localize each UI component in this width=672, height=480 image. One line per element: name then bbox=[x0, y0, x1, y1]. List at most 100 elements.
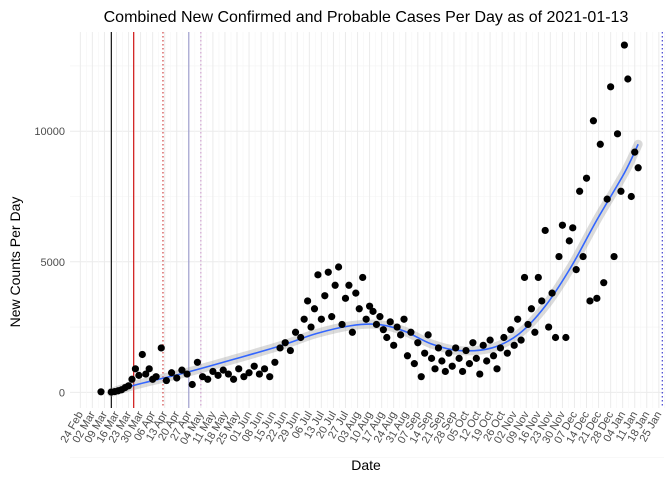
data-point bbox=[441, 367, 449, 376]
data-point bbox=[486, 336, 494, 344]
data-point bbox=[310, 305, 319, 313]
data-point bbox=[209, 367, 217, 376]
data-point bbox=[407, 328, 415, 336]
data-point bbox=[483, 357, 491, 365]
data-point bbox=[600, 279, 608, 287]
data-point bbox=[324, 268, 332, 276]
data-point bbox=[613, 130, 622, 138]
data-point bbox=[452, 344, 460, 352]
data-point bbox=[376, 313, 384, 321]
data-point bbox=[634, 164, 642, 172]
y-tick-label: 10000 bbox=[34, 126, 65, 138]
data-point bbox=[167, 369, 176, 377]
data-point bbox=[434, 344, 443, 352]
data-point bbox=[462, 346, 470, 355]
y-axis-title: New Counts Per Day bbox=[7, 197, 23, 328]
data-point bbox=[507, 326, 515, 334]
data-point bbox=[624, 75, 632, 83]
data-point bbox=[534, 273, 542, 282]
data-point bbox=[572, 266, 580, 274]
data-point bbox=[291, 328, 300, 336]
data-point bbox=[582, 174, 591, 182]
data-point bbox=[503, 349, 511, 357]
data-point bbox=[214, 371, 222, 379]
data-point bbox=[341, 294, 350, 302]
data-point bbox=[255, 370, 263, 378]
data-point bbox=[142, 370, 150, 378]
data-point bbox=[510, 341, 518, 349]
data-point bbox=[476, 370, 484, 378]
data-point bbox=[372, 320, 381, 329]
data-point bbox=[517, 336, 525, 344]
data-point bbox=[152, 373, 160, 381]
chart-title: Combined New Confirmed and Probable Case… bbox=[104, 9, 629, 26]
data-point bbox=[348, 328, 356, 336]
y-tick-label: 5000 bbox=[41, 257, 65, 269]
confidence-band bbox=[106, 139, 643, 397]
data-point bbox=[331, 281, 339, 289]
data-point bbox=[431, 365, 439, 373]
y-tick-label: 0 bbox=[59, 387, 65, 399]
data-point bbox=[157, 344, 165, 352]
data-point bbox=[548, 289, 556, 297]
data-point bbox=[245, 369, 253, 377]
confidence-band-path bbox=[106, 139, 643, 397]
y-axis-ticks: 0 5000 10000 bbox=[34, 126, 65, 399]
data-point bbox=[589, 117, 598, 125]
data-point bbox=[379, 326, 387, 334]
x-axis-title: Date bbox=[351, 457, 381, 473]
data-point bbox=[593, 294, 601, 302]
data-point bbox=[321, 292, 329, 300]
data-point bbox=[178, 366, 186, 374]
data-point bbox=[314, 271, 322, 279]
data-point bbox=[359, 273, 367, 282]
data-point bbox=[617, 187, 625, 195]
data-point bbox=[271, 358, 279, 366]
data-point bbox=[445, 349, 453, 357]
grid bbox=[70, 32, 666, 458]
data-point bbox=[424, 331, 432, 339]
data-point bbox=[586, 297, 594, 305]
data-point bbox=[458, 367, 467, 376]
data-point bbox=[417, 373, 425, 381]
data-point bbox=[135, 371, 143, 379]
data-point bbox=[97, 388, 105, 396]
data-point bbox=[345, 281, 353, 289]
data-point bbox=[260, 365, 269, 373]
data-point bbox=[145, 365, 153, 373]
data-point bbox=[576, 187, 584, 195]
data-point bbox=[338, 320, 346, 329]
data-point bbox=[235, 365, 243, 373]
data-point bbox=[307, 323, 315, 331]
data-point bbox=[128, 375, 136, 383]
data-point bbox=[603, 195, 611, 203]
data-point bbox=[193, 358, 202, 366]
data-point bbox=[286, 346, 294, 355]
data-point bbox=[538, 297, 546, 305]
data-point bbox=[304, 297, 312, 305]
data-point bbox=[489, 352, 498, 360]
data-point bbox=[365, 302, 374, 310]
data-point bbox=[369, 307, 377, 315]
data-point bbox=[297, 333, 305, 342]
data-point bbox=[396, 331, 405, 339]
data-point bbox=[352, 289, 360, 297]
data-point bbox=[414, 339, 422, 347]
data-point bbox=[403, 352, 412, 360]
data-point bbox=[565, 237, 573, 245]
data-point bbox=[204, 375, 212, 383]
data-point bbox=[465, 360, 474, 368]
trend-line bbox=[111, 143, 639, 394]
data-point bbox=[448, 362, 456, 370]
data-point bbox=[627, 192, 635, 201]
data-point bbox=[229, 375, 238, 383]
data-point bbox=[551, 333, 560, 342]
data-point bbox=[579, 252, 587, 261]
data-point bbox=[427, 354, 436, 362]
data-point bbox=[479, 341, 487, 349]
data-point bbox=[281, 339, 289, 347]
data-point bbox=[276, 344, 284, 352]
data-point bbox=[400, 315, 408, 323]
data-point bbox=[610, 252, 618, 261]
